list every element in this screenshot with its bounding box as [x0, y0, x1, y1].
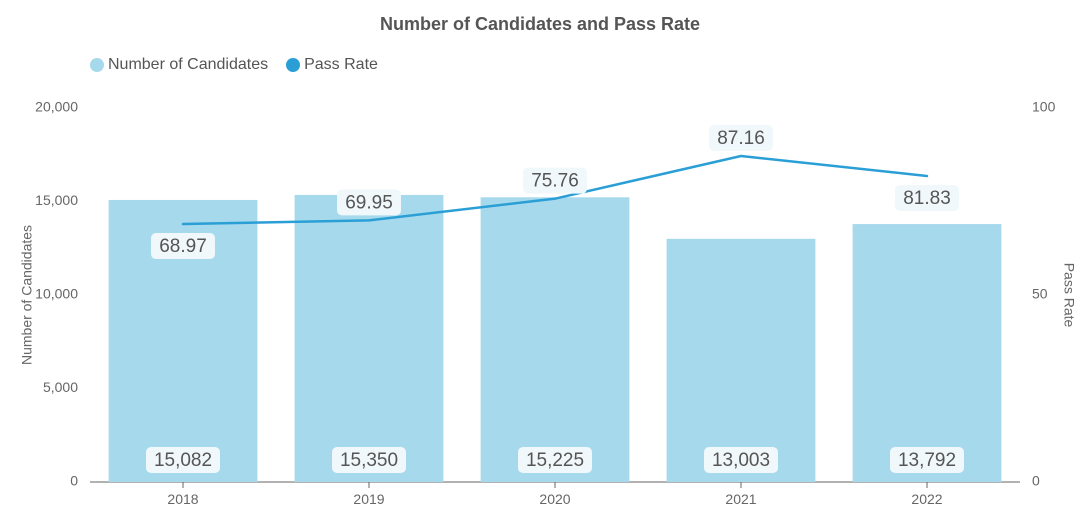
x-tick-label: 2021 — [725, 491, 756, 507]
y-right-title: Pass Rate — [1061, 263, 1077, 328]
y-left-title: Number of Candidates — [19, 225, 35, 365]
y-left-tick-label: 5,000 — [43, 379, 78, 395]
chart-container: Number of Candidates and Pass Rate Numbe… — [0, 0, 1080, 527]
bar-value-label: 15,350 — [340, 450, 398, 471]
x-tick-label: 2022 — [911, 491, 942, 507]
line-value-label: 87.16 — [717, 128, 765, 149]
bar-value-label: 13,003 — [712, 450, 770, 471]
y-left-tick-label: 20,000 — [35, 99, 78, 115]
y-right-tick-label: 0 — [1032, 473, 1040, 489]
y-left-tick-label: 15,000 — [35, 192, 78, 208]
bar — [667, 239, 816, 482]
line-value-label: 69.95 — [345, 192, 393, 213]
bar-value-label: 13,792 — [898, 450, 956, 471]
line-value-label: 75.76 — [531, 171, 579, 192]
bar — [853, 224, 1002, 482]
y-left-tick-label: 10,000 — [35, 286, 78, 302]
chart-svg: 05,00010,00015,00020,000Number of Candid… — [0, 0, 1080, 527]
bar-value-label: 15,082 — [154, 450, 212, 471]
x-tick-label: 2018 — [167, 491, 198, 507]
y-right-tick-label: 50 — [1032, 286, 1048, 302]
bar — [295, 195, 444, 482]
x-tick-label: 2020 — [539, 491, 570, 507]
x-tick-label: 2019 — [353, 491, 384, 507]
line-value-label: 81.83 — [903, 188, 951, 209]
bar-value-label: 15,225 — [526, 450, 584, 471]
y-left-tick-label: 0 — [70, 473, 78, 489]
bar — [481, 197, 630, 482]
y-right-tick-label: 100 — [1032, 99, 1056, 115]
line-value-label: 68.97 — [159, 236, 207, 257]
